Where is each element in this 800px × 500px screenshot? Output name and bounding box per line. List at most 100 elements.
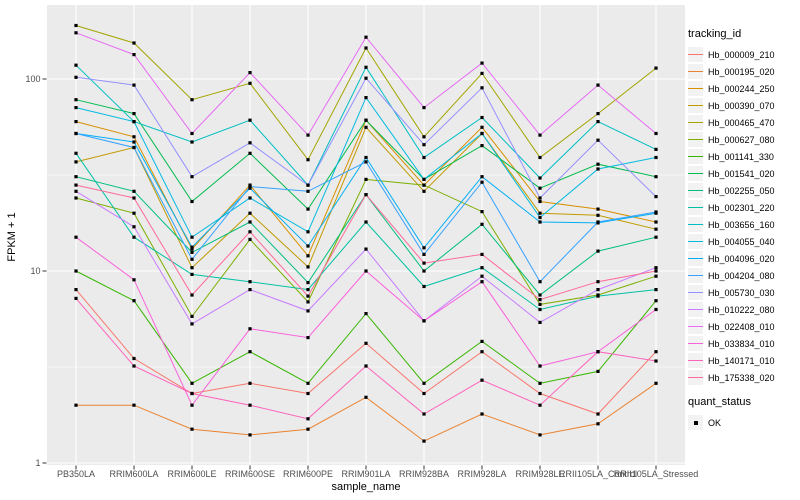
data-point: [132, 403, 136, 407]
line-key-icon: [688, 183, 703, 198]
data-point: [190, 98, 194, 102]
legend-item-Hb_000627_080: Hb_000627_080: [688, 131, 798, 148]
data-point: [480, 350, 484, 354]
data-point: [538, 176, 542, 180]
data-point: [654, 269, 658, 273]
data-point: [538, 391, 542, 396]
legend-item-Hb_000195_020: Hb_000195_020: [688, 63, 798, 80]
line-key-icon: [688, 149, 703, 164]
data-point: [538, 196, 542, 200]
legend-item-Hb_004096_020: Hb_004096_020: [688, 250, 798, 267]
legend-item-label: Hb_001141_330: [708, 151, 774, 162]
line-key-icon: [688, 268, 703, 283]
data-point: [596, 350, 600, 354]
data-point: [190, 272, 194, 276]
data-point: [74, 120, 78, 124]
data-point: [132, 225, 136, 229]
data-point: [364, 247, 368, 251]
data-point: [364, 125, 368, 129]
x-tick-label: RRIM901LA: [341, 469, 390, 479]
data-point: [596, 83, 600, 87]
legend-item-label: Hb_000465_470: [708, 117, 775, 128]
data-point: [654, 235, 658, 239]
data-point: [538, 307, 542, 312]
data-point: [596, 412, 600, 416]
data-point: [654, 131, 658, 136]
gridlines: [47, 5, 685, 465]
data-point: [248, 288, 252, 292]
data-point: [190, 175, 194, 179]
data-point: [596, 369, 600, 373]
legend-item-label: Hb_000390_070: [708, 100, 775, 111]
data-point: [190, 427, 194, 431]
line-key-icon: [688, 319, 703, 334]
line-key-icon: [688, 234, 703, 249]
line-key-icon: [688, 370, 703, 385]
data-point: [248, 237, 252, 241]
legend-item-label: Hb_140171_010: [708, 355, 775, 366]
data-point: [306, 294, 310, 298]
data-point: [422, 143, 426, 147]
legend-item-Hb_140171_010: Hb_140171_010: [688, 352, 798, 369]
legend-item-label: Hb_005730_030: [708, 287, 775, 298]
line-key-icon: [688, 166, 703, 181]
data-point: [74, 63, 78, 67]
data-point: [132, 299, 136, 303]
legend-item-label: Hb_033834_010: [708, 338, 775, 349]
data-point: [190, 250, 194, 254]
legend-item-Hb_001541_020: Hb_001541_020: [688, 165, 798, 182]
data-point: [190, 266, 194, 270]
data-point: [364, 220, 368, 224]
x-tick-label: RRIM928BA: [399, 469, 449, 479]
data-point: [480, 125, 484, 129]
data-point: [306, 309, 310, 313]
data-point: [248, 350, 252, 354]
data-point: [480, 175, 484, 179]
legend-items: Hb_000009_210 Hb_000195_020 Hb_000244_250 H…: [688, 46, 798, 386]
data-point: [480, 131, 484, 136]
data-point: [422, 189, 426, 193]
data-point: [74, 75, 78, 79]
line-key-icon: [688, 98, 703, 113]
data-point: [132, 211, 136, 215]
legend-item-label: Hb_001541_020: [708, 168, 775, 179]
x-tick-labels: PB350LA RRIM600LA RRIM600LE RRIM600SE RRIM60…: [57, 469, 698, 479]
data-point: [132, 53, 136, 57]
data-point: [480, 210, 484, 214]
data-point: [306, 427, 310, 431]
data-point: [596, 422, 600, 426]
data-point: [480, 71, 484, 75]
data-point: [422, 261, 426, 265]
data-point: [132, 41, 136, 45]
data-point: [248, 151, 252, 155]
data-point: [132, 364, 136, 368]
data-point: [654, 274, 658, 278]
data-point: [422, 439, 426, 443]
data-point: [74, 269, 78, 273]
data-point: [596, 294, 600, 298]
legend-item-Hb_000465_470: Hb_000465_470: [688, 114, 798, 131]
data-point: [306, 381, 310, 385]
data-point: [74, 403, 78, 407]
data-point: [596, 162, 600, 166]
data-point: [306, 391, 310, 396]
line-key-icon: [688, 64, 703, 79]
y-tick-label: 100: [25, 74, 40, 84]
data-point: [480, 274, 484, 278]
legend-item-label: Hb_000244_250: [708, 83, 775, 94]
data-point: [248, 118, 252, 122]
data-point: [364, 193, 368, 197]
legend-title-quant-status: quant_status: [688, 396, 751, 408]
data-point: [132, 140, 136, 144]
data-point: [364, 177, 368, 181]
legend: tracking_id Hb_000009_210 Hb_000195_020 Hb…: [688, 28, 798, 431]
data-point: [422, 135, 426, 139]
data-point: [74, 296, 78, 300]
data-point: [538, 133, 542, 137]
data-point: [596, 213, 600, 217]
data-point: [480, 378, 484, 382]
data-point: [480, 115, 484, 120]
legend-item-label: Hb_000195_020: [708, 66, 775, 77]
data-point: [132, 83, 136, 87]
